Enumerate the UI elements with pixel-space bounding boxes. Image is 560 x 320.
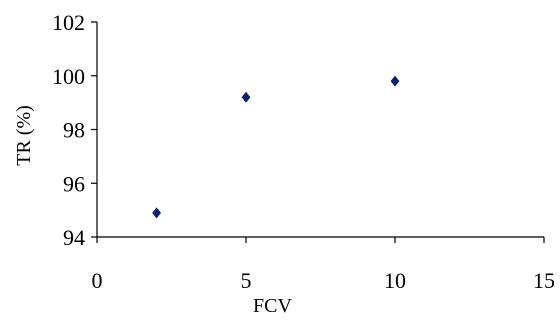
y-tick-label: 100 (52, 64, 85, 89)
y-tick-label: 102 (52, 10, 85, 35)
y-axis-title: TR (%) (13, 105, 35, 166)
data-point-diamond (390, 75, 400, 87)
data-points (152, 75, 400, 219)
data-point-diamond (152, 207, 161, 219)
x-tick-label: 15 (533, 268, 555, 293)
x-tick-label: 0 (92, 268, 103, 293)
y-tick-label: 94 (63, 225, 85, 250)
y-ticks: 94 96 98 100 102 (52, 10, 97, 250)
data-point-diamond (241, 91, 251, 103)
x-tick-label: 10 (384, 268, 406, 293)
y-tick-label: 96 (63, 171, 85, 196)
x-ticks: 0 5 10 15 (92, 237, 555, 293)
x-tick-label: 5 (241, 268, 252, 293)
y-tick-label: 98 (63, 118, 85, 143)
x-axis-title: FCV (253, 295, 292, 317)
axes: 94 96 98 100 102 0 5 10 15 (52, 10, 555, 293)
